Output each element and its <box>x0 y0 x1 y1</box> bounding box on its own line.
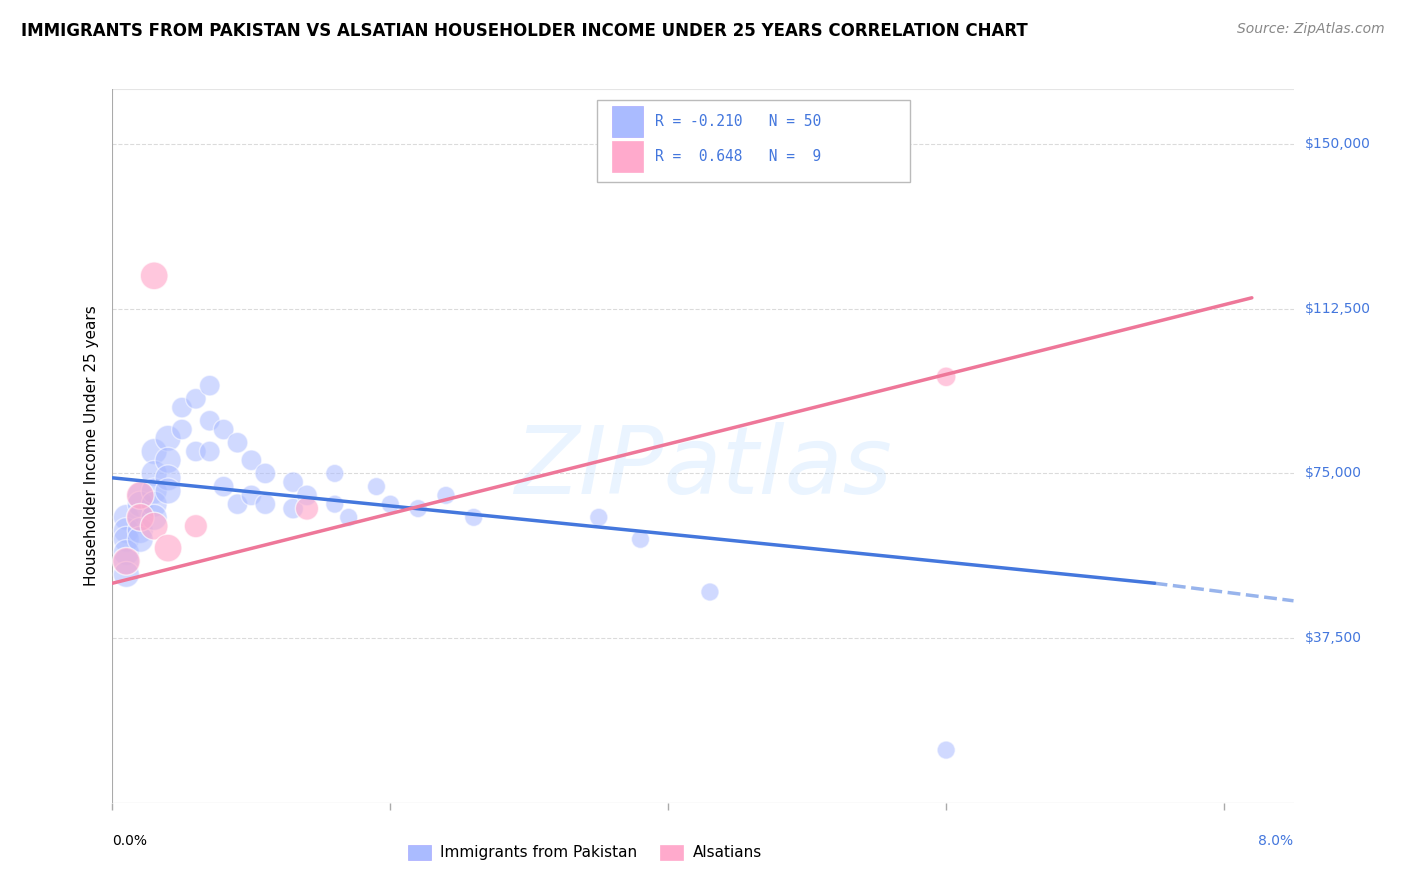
Point <box>115 545 138 559</box>
Point <box>212 423 235 437</box>
Point <box>184 444 207 458</box>
Point <box>240 453 263 467</box>
Point <box>157 483 180 498</box>
Point <box>143 519 166 533</box>
Point <box>129 533 152 547</box>
Point <box>198 378 221 392</box>
Point <box>295 501 318 516</box>
Point <box>184 519 207 533</box>
Point <box>295 488 318 502</box>
Point <box>323 467 346 481</box>
Point <box>129 488 152 502</box>
Point <box>115 533 138 547</box>
Point <box>198 414 221 428</box>
Point <box>184 392 207 406</box>
Point <box>143 268 166 283</box>
Point <box>198 444 221 458</box>
Point <box>366 480 388 494</box>
Point <box>115 554 138 568</box>
Point <box>406 501 429 516</box>
Text: IMMIGRANTS FROM PAKISTAN VS ALSATIAN HOUSEHOLDER INCOME UNDER 25 YEARS CORRELATI: IMMIGRANTS FROM PAKISTAN VS ALSATIAN HOU… <box>21 22 1028 40</box>
Point <box>170 401 193 415</box>
Point <box>380 497 402 511</box>
Text: R = -0.210   N = 50: R = -0.210 N = 50 <box>655 114 821 129</box>
Point <box>129 510 152 524</box>
Point <box>254 467 277 481</box>
Point <box>170 423 193 437</box>
Point <box>226 497 249 511</box>
Point <box>143 444 166 458</box>
Point <box>434 488 457 502</box>
Point <box>588 510 610 524</box>
Point <box>129 510 152 524</box>
Point <box>226 435 249 450</box>
Point <box>699 585 721 599</box>
Point <box>129 497 152 511</box>
Text: ZIPatlas: ZIPatlas <box>515 422 891 513</box>
Point <box>323 497 346 511</box>
Point <box>115 524 138 538</box>
FancyBboxPatch shape <box>612 141 643 172</box>
Point <box>129 488 152 502</box>
Point <box>630 533 652 547</box>
Text: $112,500: $112,500 <box>1305 301 1371 316</box>
FancyBboxPatch shape <box>612 106 643 137</box>
FancyBboxPatch shape <box>596 100 910 182</box>
Point <box>129 524 152 538</box>
Point <box>115 567 138 582</box>
Point <box>143 467 166 481</box>
Text: 8.0%: 8.0% <box>1258 834 1294 848</box>
Point <box>935 369 957 384</box>
Point <box>143 483 166 498</box>
Point <box>281 475 304 490</box>
Legend: Immigrants from Pakistan, Alsatians: Immigrants from Pakistan, Alsatians <box>402 838 768 866</box>
Point <box>157 541 180 555</box>
Y-axis label: Householder Income Under 25 years: Householder Income Under 25 years <box>84 306 100 586</box>
Text: R =  0.648   N =  9: R = 0.648 N = 9 <box>655 149 821 164</box>
Point <box>115 510 138 524</box>
Point <box>157 471 180 485</box>
Point <box>935 743 957 757</box>
Point <box>281 501 304 516</box>
Point <box>212 480 235 494</box>
Text: $37,500: $37,500 <box>1305 632 1361 645</box>
Text: 0.0%: 0.0% <box>112 834 148 848</box>
Point <box>240 488 263 502</box>
Point <box>157 453 180 467</box>
Point <box>337 510 360 524</box>
Point <box>157 431 180 445</box>
Point <box>254 497 277 511</box>
Text: Source: ZipAtlas.com: Source: ZipAtlas.com <box>1237 22 1385 37</box>
Text: $75,000: $75,000 <box>1305 467 1361 481</box>
Point <box>143 497 166 511</box>
Point <box>143 510 166 524</box>
Point <box>115 554 138 568</box>
Point <box>463 510 485 524</box>
Text: $150,000: $150,000 <box>1305 137 1371 151</box>
